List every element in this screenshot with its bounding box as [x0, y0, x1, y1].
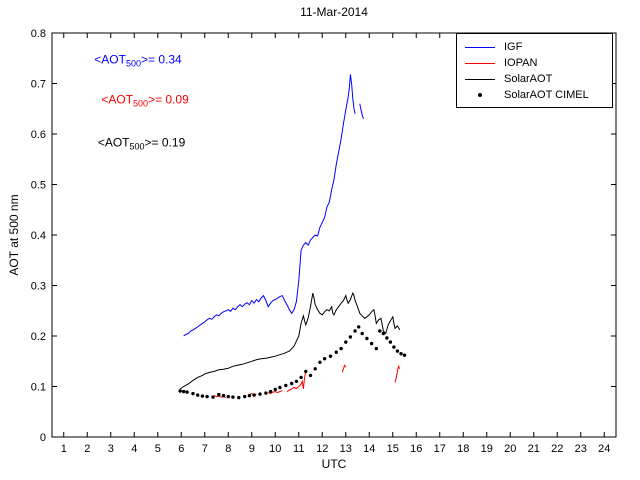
mean-aot-annotation: <AOT500>= 0.09	[101, 93, 189, 109]
x-tick-label: 24	[598, 443, 610, 455]
x-tick-label: 1	[61, 443, 67, 455]
axes-box	[51, 32, 617, 438]
mean-aot-annotation: <AOT500>= 0.19	[98, 136, 186, 152]
x-tick-label: 21	[528, 443, 540, 455]
x-tick-label: 7	[202, 443, 208, 455]
legend-item-igf: IGF	[457, 39, 612, 55]
y-tick-labels: 0 0.1 0.2 0.3 0.4 0.5 0.6 0.7 0.8	[31, 28, 46, 444]
x-axis-label: UTC	[321, 457, 347, 471]
x-tick-label: 3	[108, 443, 114, 455]
series-iopan	[179, 364, 401, 399]
y-tick-label: 0.4	[31, 230, 46, 242]
legend-label: SolarAOT CIMEL	[504, 89, 589, 101]
legend-dot-marker	[465, 93, 495, 97]
legend-item-solaraot-cimel: SolarAOT CIMEL	[457, 87, 612, 103]
series-igf	[183, 74, 364, 337]
y-axis-label: AOT at 500 nm	[7, 194, 21, 276]
chart-title: 11-Mar-2014	[300, 5, 368, 19]
x-tick-label: 11	[293, 443, 304, 455]
x-tick-label: 2	[84, 443, 90, 455]
legend-label: IOPAN	[504, 57, 538, 69]
x-tick-label: 5	[155, 443, 161, 455]
legend-item-solaraot: SolarAOT	[457, 71, 612, 87]
x-tick-label: 23	[575, 443, 587, 455]
x-tick-label: 9	[249, 443, 255, 455]
x-tick-label: 4	[131, 443, 137, 455]
x-tick-labels: 1 2 3 4 5 6 7 8 9 10 11 12 13 14 15 16 17 18 19 20 21 22 23 24	[61, 443, 611, 455]
mean-aot-annotation: <AOT500>= 0.34	[94, 52, 182, 68]
y-tick-label: 0.5	[31, 180, 46, 192]
y-tick-label: 0.3	[31, 281, 46, 293]
legend-line-marker	[465, 46, 495, 48]
x-tick-label: 22	[551, 443, 563, 455]
y-tick-label: 0.1	[31, 382, 46, 394]
x-tick-label: 8	[225, 443, 231, 455]
x-tick-label: 14	[363, 443, 375, 455]
x-tick-label: 17	[434, 443, 446, 455]
legend-line-marker	[465, 62, 495, 64]
y-tick-label: 0.6	[31, 129, 46, 141]
legend-line-marker	[465, 78, 495, 80]
x-tick-label: 20	[504, 443, 516, 455]
x-tick-label: 6	[178, 443, 184, 455]
series-solaraot-cimel	[178, 325, 407, 400]
legend-item-iopan: IOPAN	[457, 55, 612, 71]
x-tick-label: 18	[457, 443, 469, 455]
x-tick-label: 19	[481, 443, 493, 455]
y-tick-label: 0	[40, 432, 46, 444]
x-tick-label: 15	[387, 443, 399, 455]
legend-label: IGF	[504, 41, 523, 53]
x-tick-label: 13	[340, 443, 352, 455]
series-solaraot	[179, 291, 401, 390]
legend-label: SolarAOT	[504, 73, 553, 85]
y-tick-label: 0.7	[31, 79, 46, 91]
x-tick-label: 10	[269, 443, 281, 455]
x-tick-label: 16	[410, 443, 422, 455]
x-tick-label: 12	[316, 443, 328, 455]
y-tick-label: 0.8	[31, 28, 46, 40]
legend: IGF IOPAN SolarAOT SolarAOT CIMEL	[456, 33, 613, 108]
y-tick-label: 0.2	[31, 331, 46, 343]
